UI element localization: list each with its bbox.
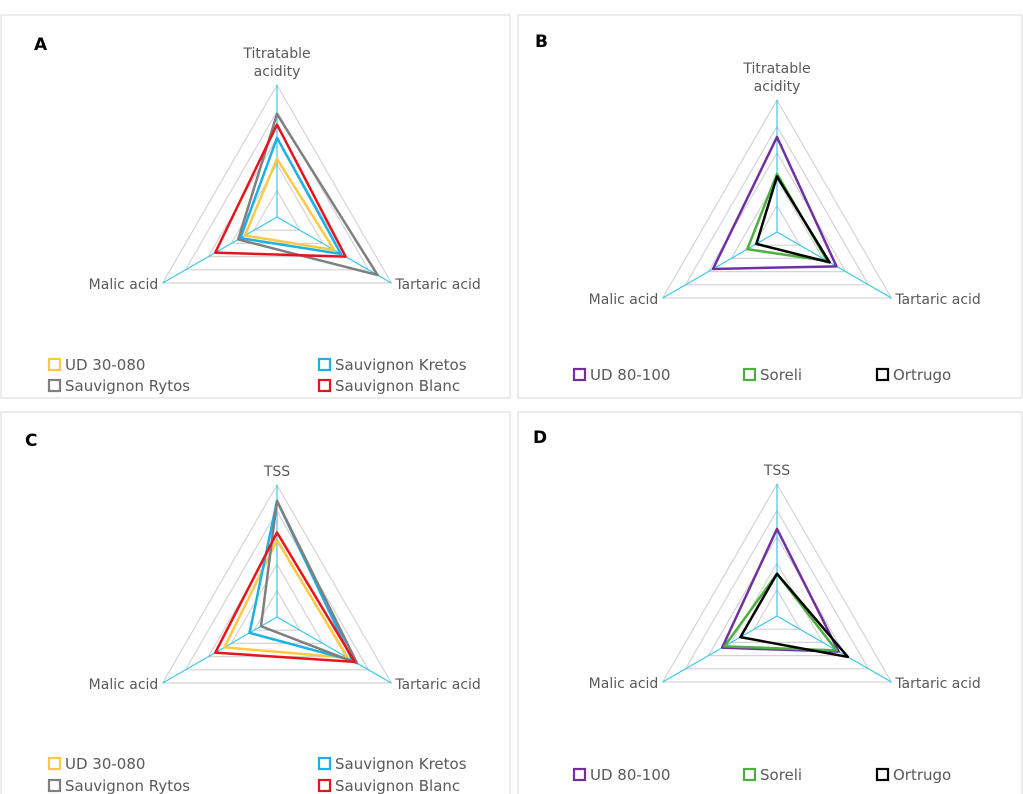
series-line [214,531,356,664]
series-line [755,175,831,264]
panel-letter: A [34,35,48,55]
series-line [259,499,359,665]
axis-label: Titratable acidity [243,46,311,80]
legend-swatch [572,367,587,382]
legend-swatch [875,367,890,382]
grid-ring [161,483,393,684]
axis-line [276,616,392,684]
legend-label: UD 30-080 [65,356,146,374]
grid-ring [684,509,870,670]
panel-border [0,411,511,794]
series-line [223,539,350,660]
legend-swatch [317,378,332,393]
series-line [214,123,347,258]
legend-label: UD 80-100 [590,366,671,384]
grid-ring [661,98,893,299]
grid-ring [684,125,870,286]
grid-ring [184,510,370,671]
panel-border [517,14,1023,399]
grid-ring [161,83,393,284]
legend-label: Soreli [760,766,803,784]
series-line [243,157,336,252]
axis-label: TSS [763,463,791,479]
series-line [248,499,354,662]
legend-label: Sauvignon Kretos [335,755,467,773]
legend-label: Ortrugo [893,766,952,784]
series-line [720,527,840,653]
series-line [236,112,379,277]
panel-border [0,14,511,399]
axis-label: Malic acid [588,292,659,308]
axis-label: Tartaric acid [895,676,981,692]
panel-border [517,411,1023,794]
grid-ring [184,110,370,271]
legend-swatch [317,756,332,771]
legend-label: Sauvignon Rytos [65,377,191,395]
legend-swatch [47,378,62,393]
legend-swatch [742,367,757,382]
axis-line [162,616,278,684]
legend-label: UD 30-080 [65,755,146,773]
legend-swatch [47,756,62,771]
legend-label: UD 80-100 [590,766,671,784]
series-line [739,572,850,659]
axis-line [776,231,892,299]
legend-label: Sauvignon Rytos [65,777,191,794]
axis-label: Tartaric acid [395,677,481,693]
legend-swatch [742,767,757,782]
grid-ring [753,204,801,246]
legend-label: Ortrugo [893,366,952,384]
axis-label: Malic acid [588,676,659,692]
grid-ring [253,189,301,231]
grid-ring [730,177,824,259]
axis-line [162,216,278,284]
legend-swatch [317,357,332,372]
axis-label: Titratable acidity [743,61,811,95]
panel-letter: D [533,428,548,448]
legend-label: Sauvignon Blanc [335,777,461,794]
legend-label: Sauvignon Blanc [335,377,461,395]
legend-swatch [47,778,62,793]
axis-label: Malic acid [88,677,159,693]
legend-swatch [875,767,890,782]
series-line [711,135,838,271]
grid-ring [753,588,801,630]
legend-label: Soreli [760,366,803,384]
series-line [239,136,343,256]
panel-letter: C [25,431,38,451]
legend-label: Sauvignon Kretos [335,356,467,374]
axis-line [662,231,778,299]
axis-label: TSS [263,464,291,480]
legend-swatch [572,767,587,782]
series-line [723,572,838,652]
axis-line [662,615,778,683]
grid-ring [253,589,301,631]
axis-label: Tartaric acid [895,292,981,308]
legend-swatch [47,357,62,372]
grid-ring [661,482,893,683]
panel-letter: B [535,32,548,52]
axis-label: Malic acid [88,277,159,293]
legend-swatch [317,778,332,793]
grid-ring [230,563,324,645]
axis-label: Tartaric acid [395,277,481,293]
